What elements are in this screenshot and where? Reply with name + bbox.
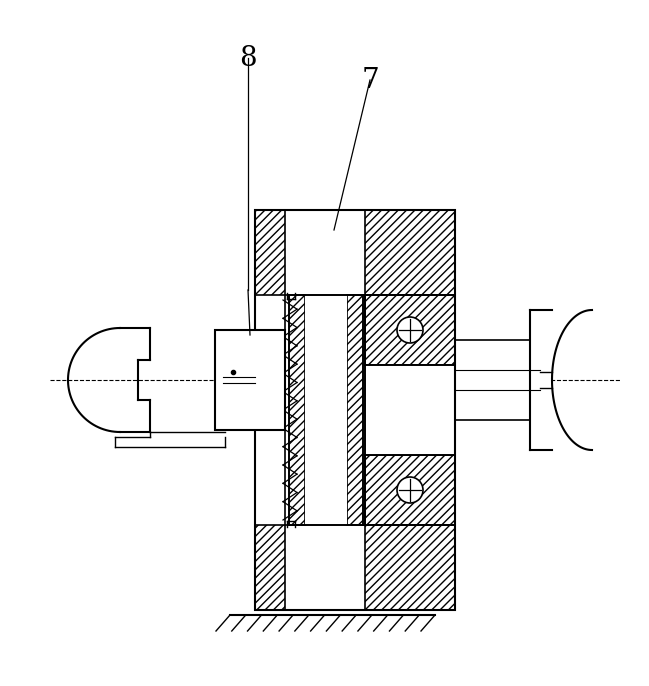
Circle shape <box>397 317 423 343</box>
Text: 7: 7 <box>361 67 379 93</box>
Bar <box>255 210 455 610</box>
Bar <box>305 295 347 525</box>
Text: 8: 8 <box>239 45 257 71</box>
Circle shape <box>397 477 423 503</box>
Bar <box>255 210 455 610</box>
Bar <box>365 295 455 365</box>
Bar <box>365 365 455 455</box>
Bar <box>215 330 285 430</box>
Polygon shape <box>530 310 592 450</box>
Bar <box>285 210 365 610</box>
Bar <box>255 525 455 610</box>
Bar <box>455 340 540 420</box>
Bar <box>255 210 455 295</box>
Bar <box>365 455 455 525</box>
Bar <box>289 295 305 525</box>
Bar <box>347 295 363 525</box>
Bar <box>255 210 455 295</box>
